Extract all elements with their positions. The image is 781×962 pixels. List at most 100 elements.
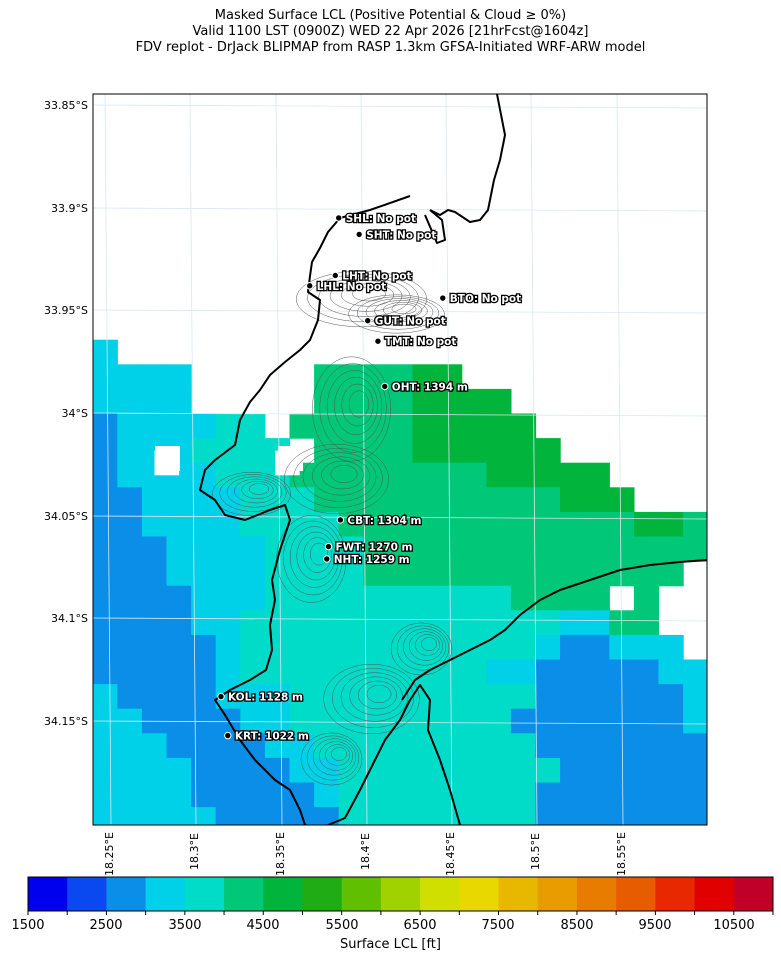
parallel-line bbox=[93, 412, 707, 417]
lcl-cell bbox=[338, 364, 364, 390]
lcl-cell bbox=[93, 561, 118, 587]
lcl-cell bbox=[338, 708, 364, 734]
lcl-cell bbox=[363, 634, 389, 661]
lcl-cell bbox=[510, 462, 537, 488]
lcl-cell bbox=[314, 413, 340, 439]
contour-line bbox=[226, 476, 283, 508]
lcl-cell bbox=[338, 561, 364, 587]
lcl-cell bbox=[461, 610, 487, 636]
contour-line bbox=[391, 303, 417, 315]
station-marker bbox=[306, 282, 314, 290]
lcl-cell bbox=[683, 684, 707, 710]
lcl-cell bbox=[240, 610, 266, 636]
lcl-cell bbox=[166, 634, 192, 661]
lcl-cell bbox=[461, 487, 487, 513]
lcl-cell bbox=[191, 757, 217, 784]
lcl-cell bbox=[510, 487, 537, 513]
lcl-cell bbox=[314, 733, 340, 759]
lcl-cell bbox=[708, 709, 733, 734]
lcl-cell bbox=[387, 610, 414, 636]
lcl-cell bbox=[141, 536, 168, 562]
colorbar-segment bbox=[67, 877, 107, 911]
lcl-cell bbox=[338, 782, 364, 808]
lcl-cell bbox=[658, 684, 684, 710]
parallel-line bbox=[93, 104, 707, 109]
lcl-cell bbox=[264, 585, 291, 611]
contour-line bbox=[248, 483, 270, 495]
lcl-cell bbox=[633, 659, 660, 685]
lcl-cell bbox=[191, 561, 217, 587]
lon-label-18-35: 18.35°E bbox=[274, 832, 287, 876]
lcl-cell bbox=[289, 684, 315, 710]
lcl-cell bbox=[412, 561, 438, 587]
lcl-cell bbox=[289, 757, 315, 784]
lcl-cell bbox=[535, 536, 561, 562]
coastline-path bbox=[401, 559, 707, 701]
lcl-cell bbox=[584, 782, 610, 808]
station-marker bbox=[381, 382, 389, 391]
lcl-cell bbox=[510, 782, 537, 808]
station-label: BTO: No pot bbox=[450, 293, 521, 305]
lcl-cell bbox=[141, 684, 168, 710]
lcl-cell bbox=[191, 634, 217, 661]
lcl-cell bbox=[658, 807, 684, 825]
colorbar-segment bbox=[420, 877, 460, 911]
lcl-cell bbox=[215, 634, 241, 661]
station-cbt: CBT: 1304 m bbox=[336, 514, 423, 528]
contour-line bbox=[289, 526, 340, 588]
station-gut: GUT: No pot bbox=[364, 314, 447, 329]
lcl-cell bbox=[486, 536, 512, 562]
lcl-cell bbox=[609, 561, 635, 587]
lcl-cell bbox=[387, 438, 414, 464]
lcl-cell bbox=[338, 536, 364, 562]
lcl-cell bbox=[166, 610, 192, 636]
contour-line bbox=[303, 537, 332, 573]
contour-line bbox=[219, 474, 287, 512]
lcl-cell bbox=[314, 634, 340, 661]
lcl-cell bbox=[387, 536, 414, 562]
lcl-cell bbox=[141, 807, 168, 825]
lcl-cell bbox=[240, 708, 266, 734]
lcl-cell bbox=[510, 610, 537, 636]
lcl-cell bbox=[535, 561, 561, 587]
contour-line bbox=[415, 634, 440, 656]
lcl-cell bbox=[314, 462, 340, 488]
plot-frame bbox=[92, 93, 708, 826]
lcl-cell bbox=[535, 438, 561, 464]
lcl-cell bbox=[240, 438, 266, 464]
lcl-cell bbox=[117, 511, 143, 538]
contour-line bbox=[284, 443, 389, 515]
lcl-cell bbox=[387, 659, 414, 685]
lcl-cell bbox=[584, 733, 610, 759]
lcl-cell bbox=[289, 708, 315, 734]
lcl-cell bbox=[338, 438, 364, 464]
meridian-line bbox=[530, 94, 538, 825]
lcl-cell bbox=[633, 634, 660, 661]
lcl-cell bbox=[412, 684, 438, 710]
lcl-cell bbox=[314, 364, 340, 390]
lcl-cell bbox=[166, 757, 192, 784]
coastline-path bbox=[327, 684, 461, 825]
lcl-cell bbox=[584, 684, 610, 710]
lcl-cell bbox=[633, 536, 660, 562]
lcl-cell bbox=[387, 511, 414, 538]
lcl-cell bbox=[117, 364, 143, 390]
lcl-cell bbox=[166, 807, 192, 825]
lcl-cell bbox=[264, 684, 291, 710]
lcl-cell bbox=[461, 782, 487, 808]
lcl-cell bbox=[289, 610, 315, 636]
lcl-cell bbox=[191, 511, 217, 538]
station-label: CBT: 1304 m bbox=[347, 515, 421, 527]
lcl-cell bbox=[240, 413, 266, 439]
lcl-cell bbox=[93, 388, 118, 415]
lcl-cell bbox=[191, 438, 217, 464]
parallel-line bbox=[93, 309, 707, 314]
colorbar-label: Surface LCL [ft] bbox=[340, 937, 441, 952]
lcl-cell bbox=[437, 684, 463, 710]
lcl-cell bbox=[166, 511, 192, 538]
lcl-cell bbox=[560, 462, 586, 488]
lcl-cell bbox=[486, 610, 512, 636]
lcl-cell bbox=[584, 487, 610, 513]
lcl-cell bbox=[191, 610, 217, 636]
lcl-cell bbox=[141, 413, 168, 439]
